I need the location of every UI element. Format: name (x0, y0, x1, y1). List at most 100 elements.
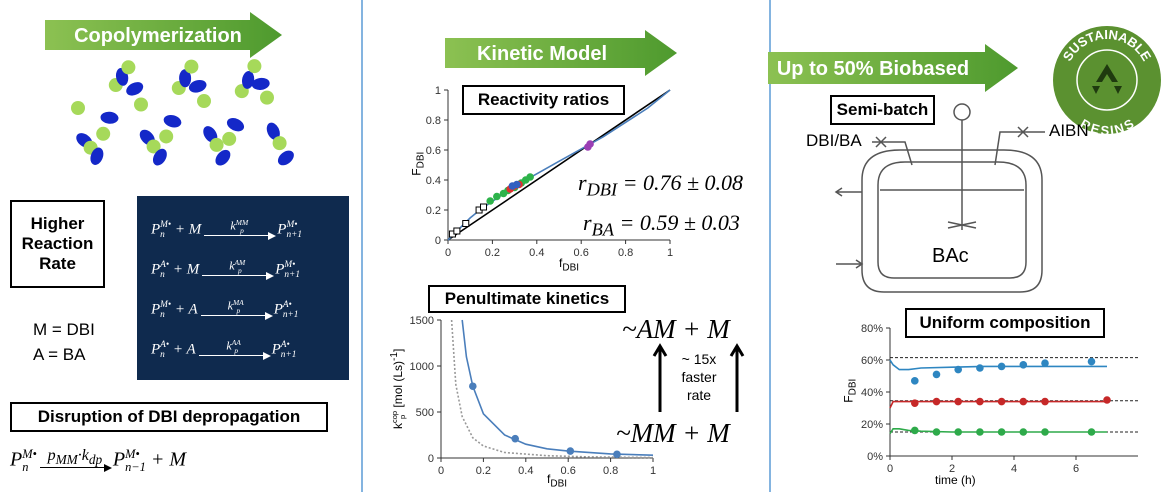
monomer-b (146, 139, 161, 154)
reactor-label: DBI/BA (806, 131, 862, 150)
monomer-b (272, 136, 287, 151)
chart: 0 2 4 60%20%40%60%80% (861, 323, 1140, 475)
y-tick-label: 0.6 (426, 145, 441, 157)
eq-script: M• n (160, 300, 171, 321)
eq-sub: BA (591, 219, 614, 240)
eq-base: + A (169, 342, 196, 359)
point (493, 192, 501, 201)
eq-base: + M (169, 262, 200, 279)
eq-sup: A• (160, 340, 170, 351)
y-tick-label: 40% (861, 387, 883, 399)
mechanism-top: ~AM + M (622, 314, 730, 344)
eq-sub: n (160, 229, 165, 240)
y-tick-label: 0.8 (426, 115, 441, 127)
annotation: rBA = 0.59 ± 0.03 (583, 210, 740, 240)
point (911, 426, 919, 435)
eq-base: P (271, 342, 281, 359)
x-tick-label: 0.4 (529, 247, 544, 259)
label-box: Disruption of DBI depropagation (10, 402, 328, 432)
chart-title: Uniform composition (905, 308, 1105, 338)
point (1087, 428, 1096, 436)
monomer-b (71, 101, 85, 115)
eq-sub: n−1 (125, 460, 146, 475)
reaction-arrow: pMM·kdp (39, 447, 112, 471)
eq-base: r (578, 170, 587, 195)
eq-sub: n (22, 460, 29, 475)
point (480, 203, 488, 211)
eq-base: k (229, 259, 235, 274)
mechanism-bottom: ~MM + M (616, 418, 730, 448)
eq-sub: DBI (847, 378, 859, 396)
eq-sub: n (160, 309, 165, 320)
monomer-a (152, 148, 167, 166)
point (566, 447, 575, 455)
legend-item: A = BA (33, 345, 86, 364)
y-tick-label: 1000 (410, 361, 434, 373)
point (613, 450, 621, 459)
depropagation-equation: P M• n pMM·kdp P M• n−1 + M (10, 447, 186, 475)
eq-sup: AA (231, 338, 241, 348)
y-tick-label: 0 (435, 235, 441, 247)
y-tick-label: 1 (435, 85, 441, 97)
banner-text: Copolymerization (74, 25, 242, 47)
eq-base: = 0.76 ± 0.08 (617, 170, 744, 195)
badge-text: RESINS (1078, 115, 1136, 137)
eq-sup: M• (286, 220, 298, 231)
y-tick-label: 60% (861, 355, 883, 367)
eq-sup: M• (284, 260, 296, 271)
eq-script: M• n−1 (125, 447, 146, 475)
eq-sub: n+1 (284, 269, 300, 280)
eq-script: AA p (232, 339, 241, 355)
monomer-b (121, 60, 136, 75)
eq-script: cop p (390, 411, 407, 423)
x-tick-label: 0.8 (603, 465, 618, 477)
monomer-a (90, 147, 104, 165)
x-tick-label: 0.6 (561, 465, 576, 477)
y-tick-label: 500 (416, 407, 434, 419)
monomer-a (100, 111, 119, 124)
eq-base: k (226, 339, 232, 354)
point (954, 397, 962, 406)
eq-base: P (10, 448, 23, 471)
eq-base: P (151, 302, 161, 319)
chart: 0 0.2 0.4 0.6 0.8 1 0 0.2 0.4 0.6 0.8 1 (426, 85, 673, 259)
reactor-label: BAc (932, 245, 969, 267)
banner-text: Kinetic Model (477, 43, 607, 65)
eq-sup: M• (125, 447, 140, 461)
point (462, 220, 470, 227)
chart: 0 0.2 0.4 0.6 0.8 1 0 500 1000 1500 (410, 315, 657, 477)
point (1019, 397, 1028, 406)
polymer-chain (71, 59, 294, 166)
eq-sub: p (240, 226, 244, 236)
monomer-a (126, 82, 144, 96)
eq-sub: p (238, 266, 242, 276)
eq-base: f (559, 256, 563, 270)
eq-script: AM p (235, 259, 246, 275)
reaction-arrow: k AA p (198, 339, 271, 360)
eq-sup: A• (280, 340, 290, 351)
point (997, 362, 1006, 371)
eq-sup: -1 (389, 352, 401, 361)
point (997, 397, 1006, 406)
eq-sub: DBI (562, 262, 580, 274)
eq-sub: n+1 (286, 229, 303, 240)
x-axis-label: fDBI (547, 472, 567, 489)
point (1019, 428, 1028, 436)
eq-sub: p (236, 306, 241, 316)
x-tick-label: 6 (1073, 463, 1079, 475)
reaction-arrow: k AM p (202, 259, 275, 280)
eq-base: + A (171, 302, 198, 319)
eq-sub: n+1 (282, 309, 299, 320)
eq-base: ] (391, 348, 406, 353)
eq-base: P (273, 302, 283, 319)
monomer-b (184, 59, 199, 74)
monomer-b (247, 59, 262, 74)
eq-base: p (47, 447, 56, 465)
point (453, 227, 461, 235)
point (1087, 357, 1096, 366)
reaction-arrow: k MM p (204, 219, 277, 240)
eq-sup: M• (160, 220, 172, 231)
monomer-a (242, 71, 255, 89)
